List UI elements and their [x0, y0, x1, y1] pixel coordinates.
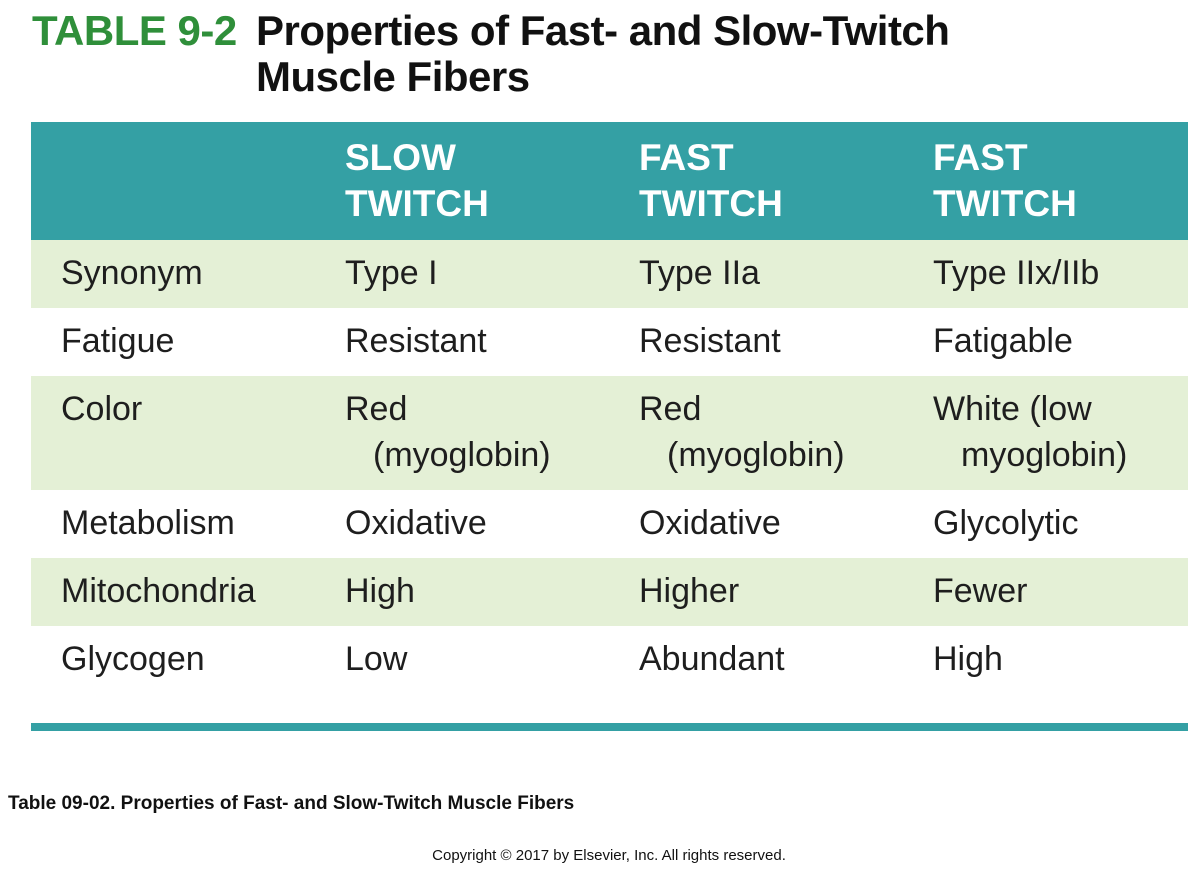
table-row: Fatigue Resistant Resistant Fatigable — [31, 308, 1188, 376]
cell-text: Fatigable — [933, 322, 1073, 360]
table-row: Mitochondria High Higher Fewer — [31, 558, 1188, 626]
row-label: Synonym — [61, 254, 203, 292]
row-label: Fatigue — [61, 322, 175, 360]
table-row: Glycogen Low Abundant High — [31, 626, 1188, 694]
cell-text: Glycolytic — [933, 504, 1079, 542]
cell-text: Oxidative — [345, 504, 487, 542]
table-title: Properties of Fast- and Slow-Twitch Musc… — [256, 7, 950, 100]
cell-text: White (low — [933, 390, 1092, 428]
table-cell: High — [314, 558, 608, 626]
table-cell: Oxidative — [314, 490, 608, 558]
table-cell: Resistant — [314, 308, 608, 376]
table-cell: Type IIx/IIb — [902, 240, 1188, 308]
table-cell: White (low myoglobin) — [902, 376, 1188, 490]
table-bottom-rule — [31, 723, 1188, 731]
table-cell: Red (myoglobin) — [608, 376, 902, 490]
table-row: Color Red (myoglobin) Red (myoglobin) White (… — [31, 376, 1188, 490]
table-cell: Fewer — [902, 558, 1188, 626]
row-label: Color — [61, 390, 143, 428]
table-number: TABLE 9-2 — [32, 7, 237, 54]
cell-text: Resistant — [345, 322, 487, 360]
table-cell: Fatigable — [902, 308, 1188, 376]
column-header-fast-twitch-iia: FAST TWITCH — [639, 137, 783, 224]
table-cell: Type IIa — [608, 240, 902, 308]
cell-text: Fewer — [933, 572, 1028, 610]
cell-text: High — [933, 640, 1003, 678]
cell-text: Type I — [345, 254, 438, 292]
row-label: Glycogen — [61, 640, 205, 678]
table-cell: High — [902, 626, 1188, 694]
table-cell: Type I — [314, 240, 608, 308]
cell-text: Resistant — [639, 322, 781, 360]
cell-text-continued: (myoglobin) — [373, 436, 551, 474]
copyright-notice: Copyright © 2017 by Elsevier, Inc. All r… — [432, 847, 786, 864]
column-header-fast-twitch-iix: FAST TWITCH — [933, 137, 1077, 224]
cell-text-continued: (myoglobin) — [667, 436, 845, 474]
row-label: Metabolism — [61, 504, 235, 542]
figure-caption: Table 09-02. Properties of Fast- and Slo… — [8, 793, 575, 814]
table-heading: TABLE 9-2 Properties of Fast- and Slow-T… — [32, 8, 1172, 100]
table-cell: Red (myoglobin) — [314, 376, 608, 490]
properties-table-container: SLOW TWITCH FAST TWITCH FAST TWITCH Syno… — [31, 122, 1188, 694]
column-header-blank — [31, 122, 314, 240]
cell-text-continued: myoglobin) — [961, 436, 1128, 474]
table-body: Synonym Type I Type IIa Type IIx/IIb Fatigue… — [31, 240, 1188, 694]
table-cell: Higher — [608, 558, 902, 626]
table-cell: Abundant — [608, 626, 902, 694]
cell-text: Type IIa — [639, 254, 760, 292]
cell-text: Red — [345, 390, 408, 428]
table-cell: Glycolytic — [902, 490, 1188, 558]
cell-text: Red — [639, 390, 702, 428]
row-label: Mitochondria — [61, 572, 256, 610]
cell-text: Low — [345, 640, 408, 678]
table-row: Synonym Type I Type IIa Type IIx/IIb — [31, 240, 1188, 308]
cell-text: Higher — [639, 572, 740, 610]
properties-table: SLOW TWITCH FAST TWITCH FAST TWITCH Syno… — [31, 122, 1188, 694]
table-cell: Low — [314, 626, 608, 694]
cell-text: Abundant — [639, 640, 785, 678]
cell-text: Type IIx/IIb — [933, 254, 1100, 292]
cell-text: High — [345, 572, 415, 610]
table-header-row: SLOW TWITCH FAST TWITCH FAST TWITCH — [31, 122, 1188, 240]
column-header-slow-twitch: SLOW TWITCH — [345, 137, 489, 224]
table-cell: Oxidative — [608, 490, 902, 558]
table-row: Metabolism Oxidative Oxidative Glycolytic — [31, 490, 1188, 558]
cell-text: Oxidative — [639, 504, 781, 542]
table-cell: Resistant — [608, 308, 902, 376]
